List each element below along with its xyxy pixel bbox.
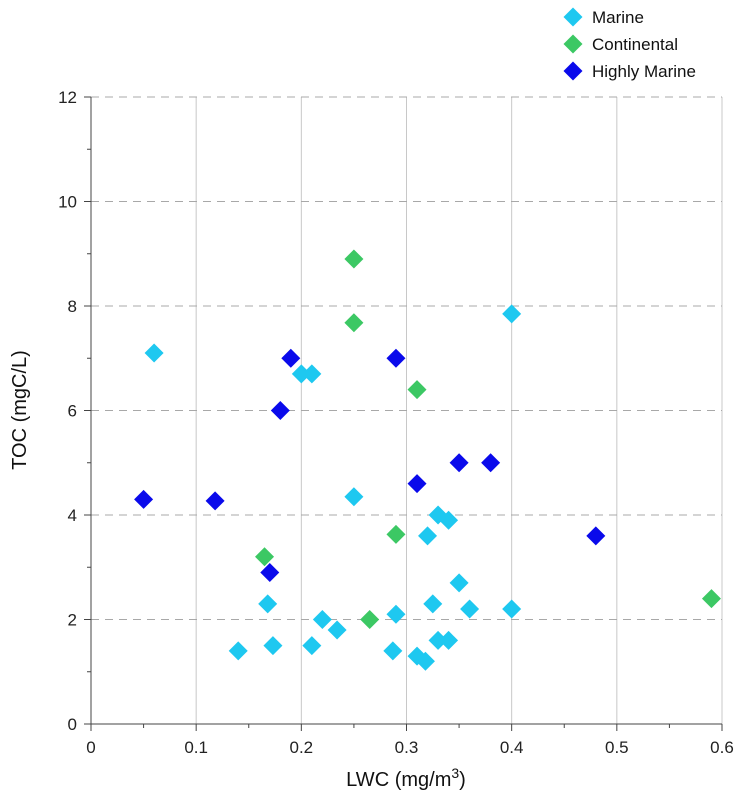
marine-point	[383, 641, 403, 661]
y-tick-label: 10	[58, 193, 77, 212]
marine-point	[502, 304, 522, 324]
marine-point	[449, 573, 469, 593]
marine-point	[344, 487, 364, 507]
marine-point	[439, 630, 459, 650]
marine-point	[144, 343, 164, 363]
marine-point	[327, 620, 347, 640]
x-axis-title-superscript: 3	[451, 765, 459, 781]
marine-point	[428, 630, 448, 650]
y-axis-title: TOC (mgC/L)	[9, 350, 31, 470]
x-axis-title-suffix: )	[459, 769, 466, 791]
y-tick-label: 8	[68, 297, 77, 316]
highly-marine-point	[407, 474, 427, 494]
legend-marker-marine	[563, 7, 583, 27]
axes-layer	[84, 96, 723, 731]
y-tick-label: 2	[68, 611, 77, 630]
legend-label-continental: Continental	[592, 35, 678, 54]
marine-point	[439, 510, 459, 530]
marine-point	[228, 641, 248, 661]
y-tick-label: 6	[68, 402, 77, 421]
x-tick-label: 0	[86, 738, 95, 757]
continental-point	[407, 380, 427, 400]
highly-marine-point	[260, 562, 280, 582]
y-tick-label: 12	[58, 88, 77, 107]
x-axis-title: LWC (mg/m3)	[346, 765, 466, 791]
legend: Marine Continental Highly Marine	[563, 7, 696, 81]
marine-point	[415, 651, 435, 671]
marine-point	[302, 636, 322, 656]
marine-point	[263, 636, 283, 656]
highly-marine-point	[134, 489, 154, 509]
highly-marine-point	[586, 526, 606, 546]
x-tick-label: 0.4	[500, 738, 524, 757]
y-tick-label: 0	[68, 715, 77, 734]
x-axis-title-main: LWC (mg/m	[346, 769, 451, 791]
marine-point	[386, 604, 406, 624]
marine-point	[312, 610, 332, 629]
y-tick-label: 4	[68, 506, 77, 525]
continental-point	[701, 589, 721, 609]
highly-marine-point	[205, 491, 225, 511]
grid-layer	[91, 96, 723, 724]
marine-point	[302, 364, 322, 384]
marine-point	[502, 599, 522, 619]
x-tick-label: 0.5	[605, 738, 629, 757]
highly-marine-point	[270, 401, 290, 420]
highly-marine-point	[481, 453, 501, 473]
marine-point	[258, 594, 278, 614]
legend-label-highly-marine: Highly Marine	[592, 62, 696, 81]
legend-marker-highly-marine	[563, 61, 583, 81]
continental-point	[255, 547, 275, 567]
marine-point	[291, 364, 311, 384]
highly-marine-point	[449, 453, 469, 473]
data-points	[134, 249, 721, 671]
continental-point	[344, 249, 364, 269]
x-tick-label: 0.2	[290, 738, 314, 757]
x-tick-label: 0.6	[710, 738, 734, 757]
legend-marker-continental	[563, 34, 583, 54]
legend-label-marine: Marine	[592, 8, 644, 27]
x-tick-label: 0.3	[395, 738, 419, 757]
highly-marine-point	[386, 348, 406, 368]
continental-point	[344, 313, 364, 333]
x-tick-label: 0.1	[184, 738, 208, 757]
tick-labels: 0 0.1 0.2 0.3 0.4 0.5 0.6 0 2 4 6 8 10 12	[58, 88, 734, 757]
continental-point	[386, 524, 406, 544]
continental-point	[360, 610, 380, 629]
marine-point	[418, 526, 438, 546]
highly-marine-point	[281, 348, 301, 368]
marine-point	[423, 594, 443, 614]
marine-point	[460, 599, 480, 619]
